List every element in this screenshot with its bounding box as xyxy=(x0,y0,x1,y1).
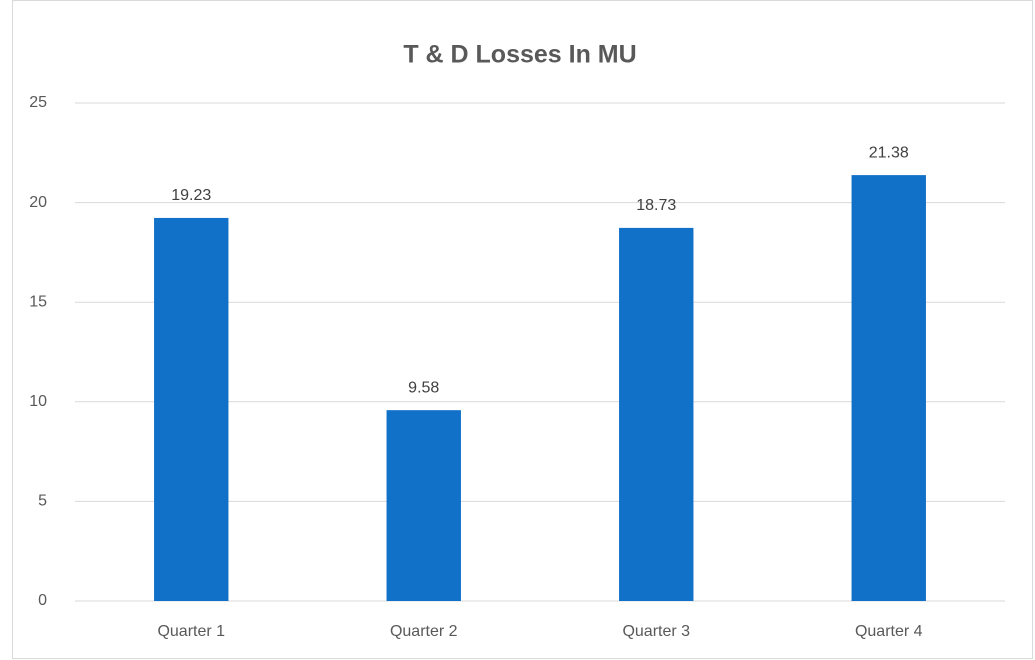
y-tick-label: 5 xyxy=(38,493,47,510)
y-tick-label: 10 xyxy=(29,393,47,410)
data-label: 18.73 xyxy=(636,197,676,214)
y-tick-label: 0 xyxy=(38,592,47,609)
x-tick-label: Quarter 4 xyxy=(855,623,923,640)
x-tick-label: Quarter 1 xyxy=(157,623,225,640)
y-tick-label: 20 xyxy=(29,194,47,211)
data-label: 9.58 xyxy=(408,379,439,396)
x-tick-label: Quarter 3 xyxy=(622,623,690,640)
bar xyxy=(154,217,229,601)
x-tick-label: Quarter 2 xyxy=(390,623,458,640)
y-tick-label: 15 xyxy=(29,293,47,310)
data-label: 21.38 xyxy=(869,144,909,161)
bar xyxy=(619,227,694,601)
data-label: 19.23 xyxy=(171,187,211,204)
chart-title: T & D Losses In MU xyxy=(403,41,636,69)
y-tick-label: 25 xyxy=(29,94,47,111)
bar xyxy=(386,410,461,601)
bar xyxy=(851,175,926,601)
